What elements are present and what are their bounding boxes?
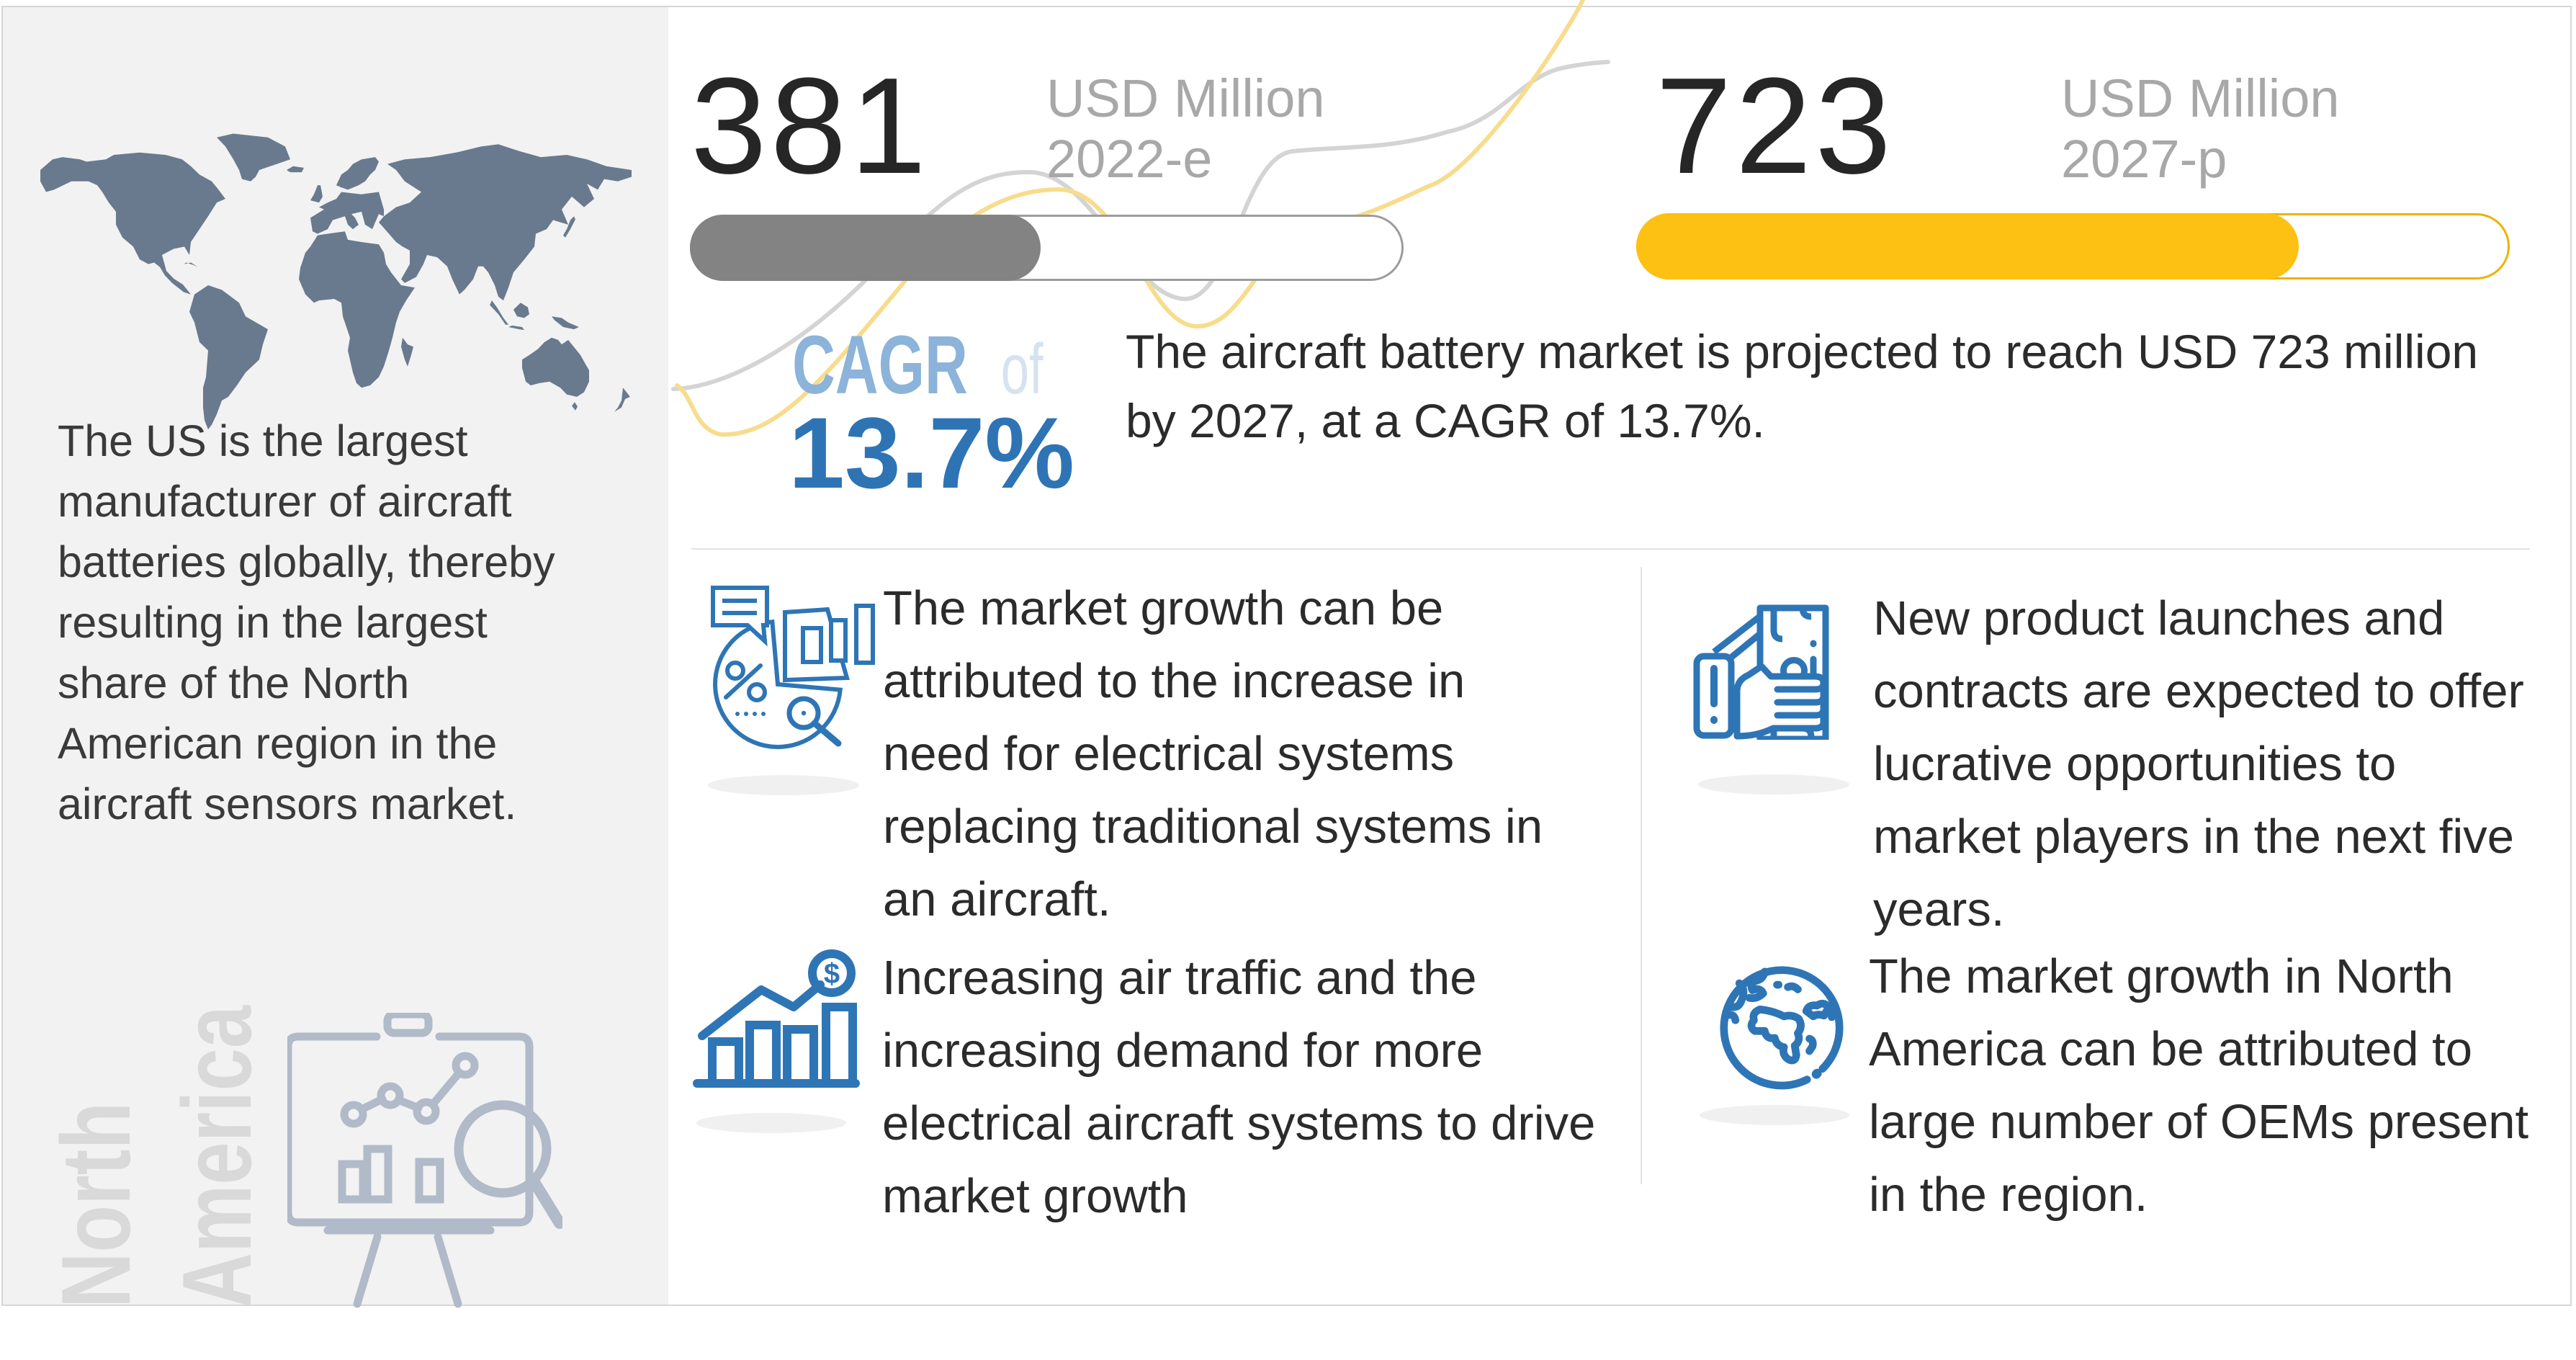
- svg-text:North: North: [41, 1102, 151, 1308]
- svg-text:America: America: [162, 1005, 271, 1308]
- svg-text:$: $: [824, 958, 840, 990]
